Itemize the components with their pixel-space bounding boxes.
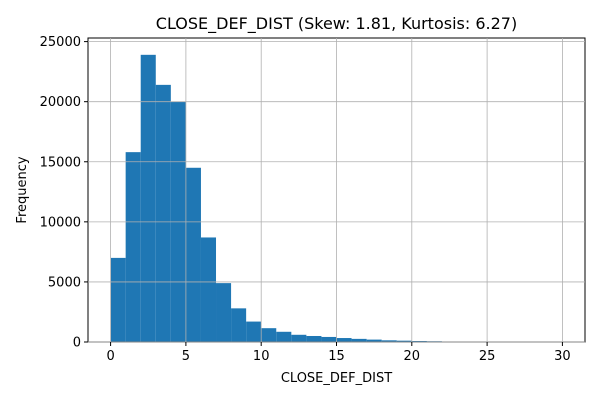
histogram-bar bbox=[276, 331, 292, 342]
histogram-bar bbox=[336, 338, 352, 342]
histogram-bar bbox=[396, 340, 412, 342]
x-tick-label: 0 bbox=[106, 349, 114, 364]
y-tick-label: 15000 bbox=[40, 155, 81, 170]
histogram-bar bbox=[321, 336, 337, 342]
histogram-bar bbox=[231, 308, 247, 342]
histogram-bar bbox=[291, 334, 307, 342]
x-tick-label: 30 bbox=[554, 349, 571, 364]
histogram-bar bbox=[185, 167, 201, 342]
x-tick-label: 20 bbox=[404, 349, 421, 364]
histogram-bar bbox=[381, 340, 397, 342]
x-tick-label: 25 bbox=[479, 349, 496, 364]
histogram-bar bbox=[110, 257, 126, 342]
histogram-bar bbox=[351, 338, 367, 342]
histogram-bar bbox=[216, 283, 232, 342]
histogram-bar bbox=[261, 328, 277, 342]
y-tick-label: 20000 bbox=[40, 95, 81, 110]
x-tick-label: 15 bbox=[328, 349, 345, 364]
y-tick-label: 0 bbox=[73, 336, 81, 351]
histogram-bar bbox=[155, 84, 171, 342]
y-tick-label: 10000 bbox=[40, 215, 81, 230]
histogram-bar bbox=[366, 339, 382, 342]
y-tick-label: 5000 bbox=[48, 275, 81, 290]
x-axis-label: CLOSE_DEF_DIST bbox=[281, 371, 392, 386]
histogram-bar bbox=[125, 152, 141, 342]
histogram-bar bbox=[306, 335, 322, 342]
x-tick-label: 10 bbox=[253, 349, 270, 364]
x-tick-label: 5 bbox=[182, 349, 190, 364]
ticks-layer: 0 5 10 15 20 25 30 0 5000 10000 15000 20000 25000 bbox=[40, 35, 585, 364]
histogram-bar bbox=[140, 54, 156, 342]
y-tick-label: 25000 bbox=[40, 35, 81, 50]
chart-title: CLOSE_DEF_DIST (Skew: 1.81, Kurtosis: 6.… bbox=[156, 14, 517, 34]
histogram-bar bbox=[246, 321, 262, 342]
histogram-bar bbox=[200, 237, 217, 342]
y-axis-label: Frequency bbox=[15, 156, 30, 223]
